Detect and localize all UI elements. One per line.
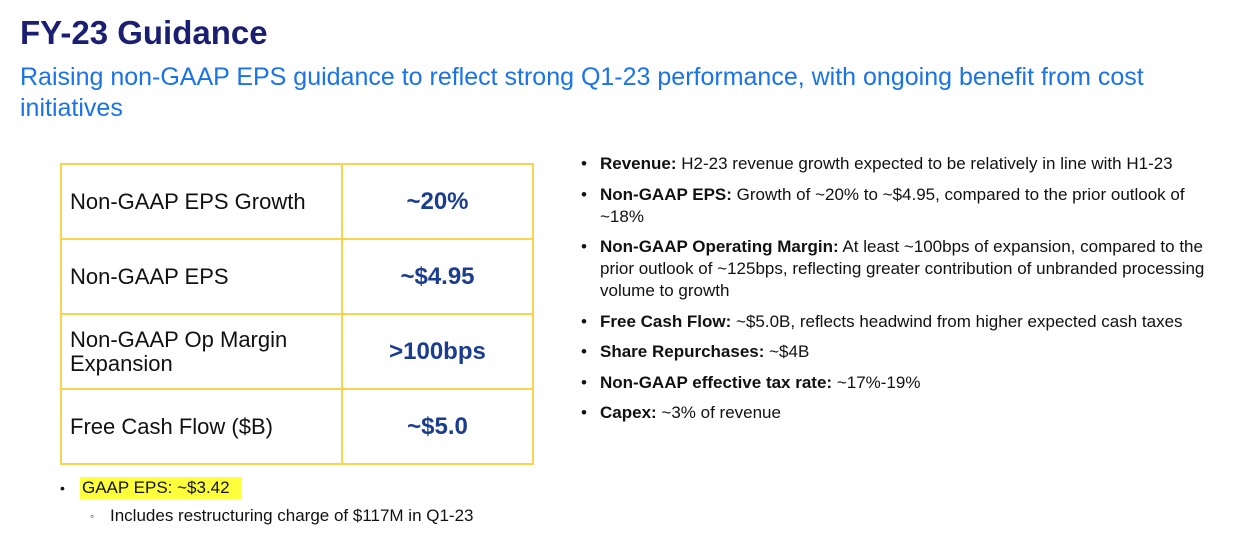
bullet-text: ~3% of revenue bbox=[656, 403, 781, 422]
table-row: Non-GAAP EPS Growth ~20% bbox=[60, 163, 534, 240]
bullet-text: ~17%-19% bbox=[832, 372, 921, 392]
bullet-icon: • bbox=[581, 403, 587, 422]
table-row: Free Cash Flow ($B) ~$5.0 bbox=[60, 388, 534, 465]
page-subtitle: Raising non-GAAP EPS guidance to reflect… bbox=[20, 63, 1144, 122]
metric-value: ~$4.95 bbox=[341, 238, 534, 315]
restructuring-note: ◦ Includes restructuring charge of $117M… bbox=[60, 506, 474, 526]
bullet-label: Non-GAAP EPS: bbox=[600, 184, 732, 204]
bullet-icon: • bbox=[581, 154, 587, 173]
bullet-icon: • bbox=[581, 372, 587, 392]
bullet-label: Free Cash Flow: bbox=[600, 311, 732, 331]
bullet-text: ~$5.0B, reflects headwind from higher ex… bbox=[731, 311, 1183, 331]
list-item: • Non-GAAP effective tax rate: ~17%-19% bbox=[581, 372, 1221, 394]
table-row: Non-GAAP EPS ~$4.95 bbox=[60, 238, 534, 315]
metric-label: Non-GAAP Op Margin Expansion bbox=[60, 313, 343, 390]
metric-label: Non-GAAP EPS Growth bbox=[60, 163, 343, 240]
metric-value: ~20% bbox=[341, 163, 534, 240]
list-item: • Revenue: H2-23 revenue growth expected… bbox=[581, 153, 1221, 175]
bullet-text: Growth of ~20% to ~$4.95, compared to th… bbox=[600, 184, 1185, 226]
list-item: • Non-GAAP Operating Margin: At least ~1… bbox=[581, 236, 1221, 302]
bullet-text: H2-23 revenue growth expected to be rela… bbox=[676, 154, 1173, 173]
bullet-label: Capex: bbox=[600, 403, 657, 422]
metric-label: Free Cash Flow ($B) bbox=[60, 388, 343, 465]
list-item: • Free Cash Flow: ~$5.0B, reflects headw… bbox=[581, 311, 1221, 333]
bullet-icon: • bbox=[60, 480, 65, 496]
guidance-bullets: • Revenue: H2-23 revenue growth expected… bbox=[581, 153, 1221, 433]
list-item: • Share Repurchases: ~$4B bbox=[581, 341, 1221, 363]
metric-value: ~$5.0 bbox=[341, 388, 534, 465]
bullet-icon: • bbox=[581, 184, 587, 204]
metric-value: >100bps bbox=[341, 313, 534, 390]
restructuring-note-text: Includes restructuring charge of $117M i… bbox=[110, 506, 474, 525]
bullet-label: Share Repurchases: bbox=[600, 342, 765, 361]
bullet-label: Non-GAAP effective tax rate: bbox=[600, 372, 833, 392]
gaap-eps-item: • GAAP EPS: ~$3.42 bbox=[60, 476, 474, 500]
table-row: Non-GAAP Op Margin Expansion >100bps bbox=[60, 313, 534, 390]
list-item: • Capex: ~3% of revenue bbox=[581, 402, 1221, 424]
bullet-icon: • bbox=[581, 237, 587, 256]
bullet-label: Revenue: bbox=[600, 154, 677, 173]
metric-label: Non-GAAP EPS bbox=[60, 238, 343, 315]
gaap-eps-highlight: GAAP EPS: ~$3.42 bbox=[80, 477, 242, 499]
gaap-notes: • GAAP EPS: ~$3.42 ◦ Includes restructur… bbox=[60, 476, 474, 526]
bullet-text: ~$4B bbox=[764, 342, 810, 361]
bullet-icon: • bbox=[581, 342, 587, 361]
bullet-text: At least ~100bps of expansion, compared … bbox=[600, 237, 1205, 300]
bullet-icon: • bbox=[581, 311, 587, 331]
guidance-table: Non-GAAP EPS Growth ~20% Non-GAAP EPS ~$… bbox=[60, 163, 534, 465]
sub-bullet-icon: ◦ bbox=[90, 509, 95, 523]
bullet-label: Non-GAAP Operating Margin: bbox=[600, 237, 839, 256]
list-item: • Non-GAAP EPS: Growth of ~20% to ~$4.95… bbox=[581, 184, 1221, 228]
page-title: FY-23 Guidance bbox=[20, 14, 268, 51]
